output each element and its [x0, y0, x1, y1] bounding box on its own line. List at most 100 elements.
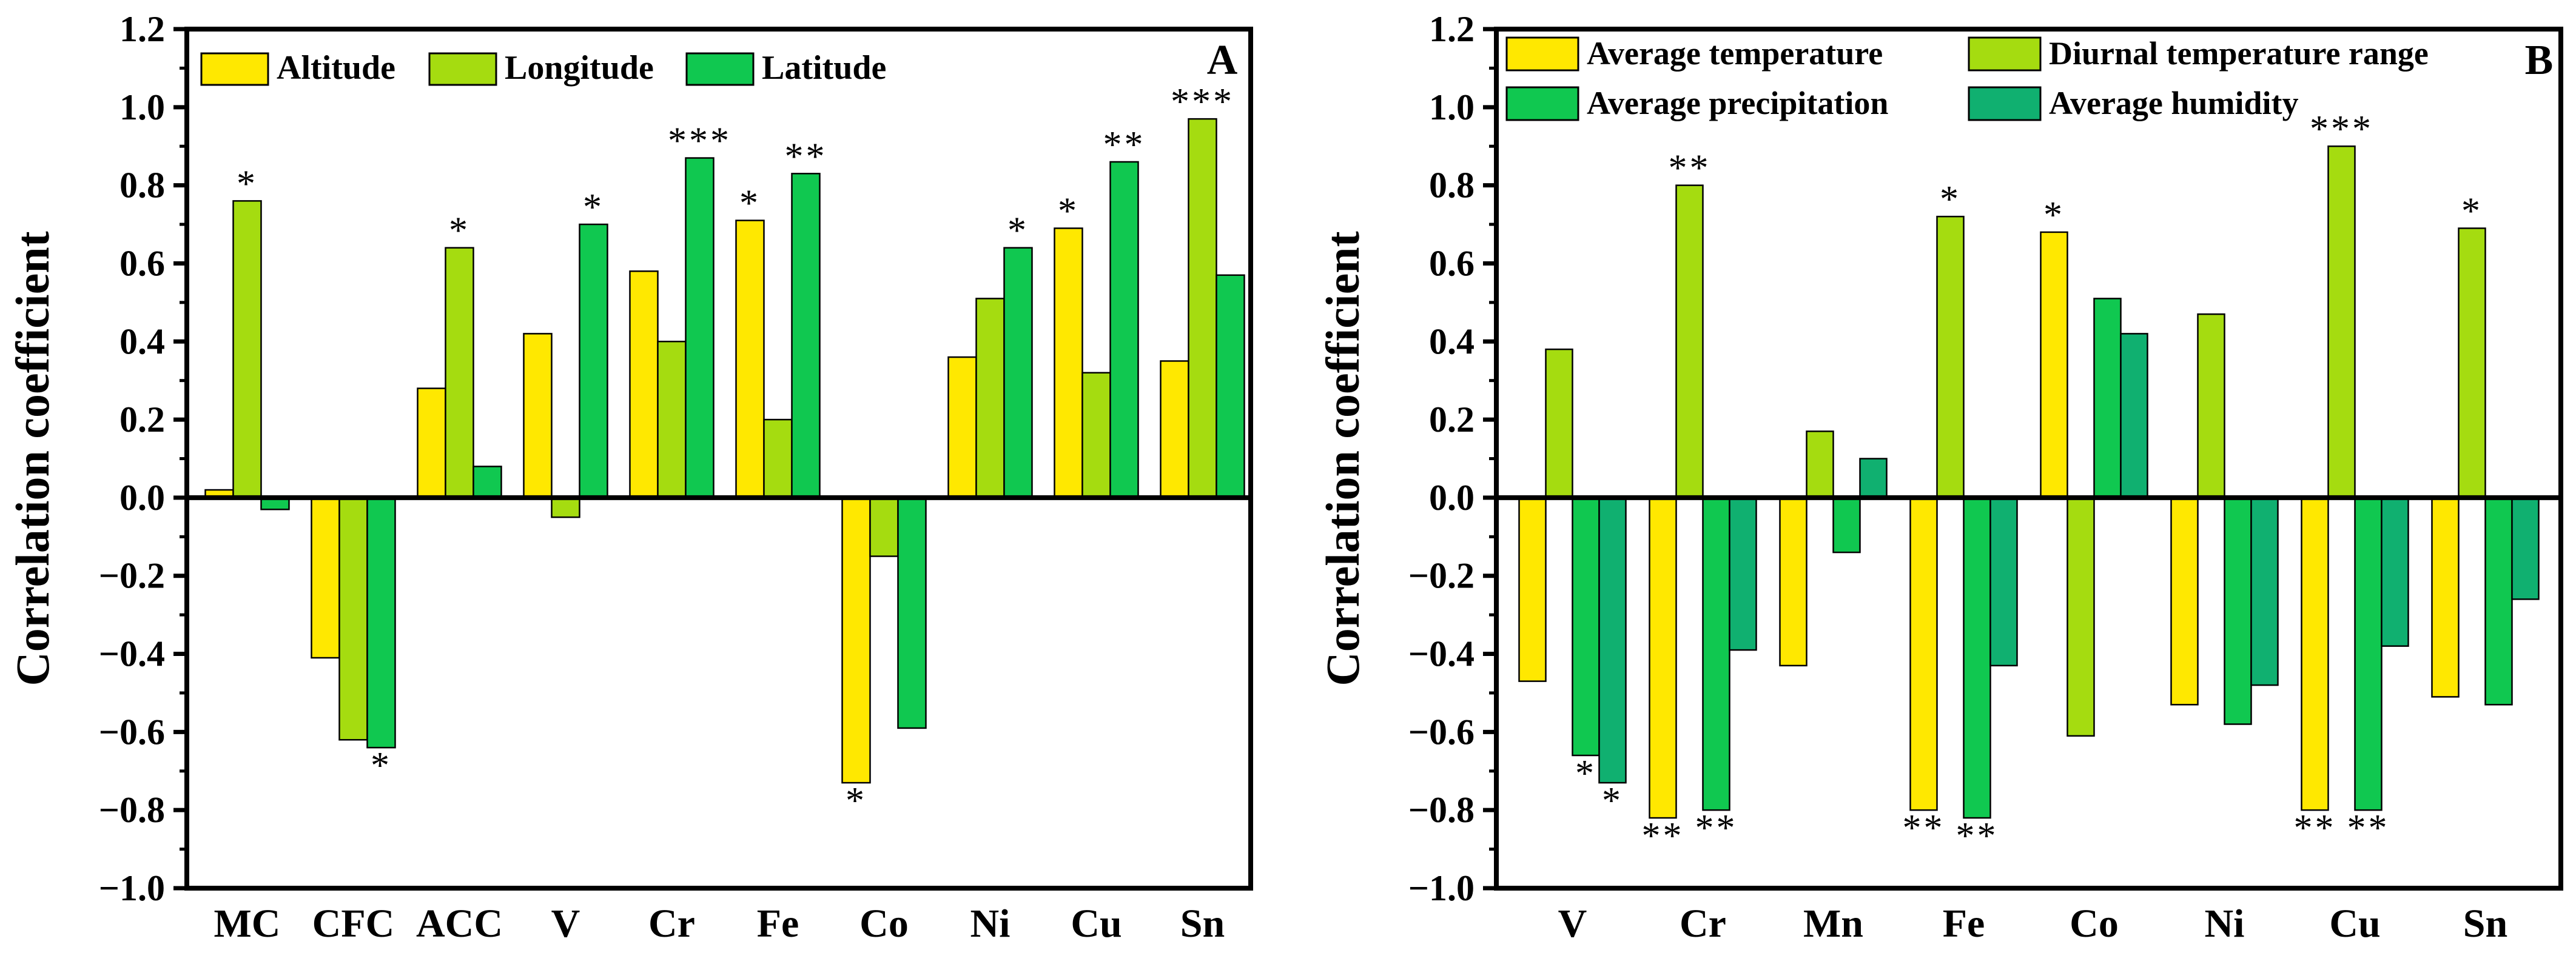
panel-b-chart: 1.2 1.0 0.8 0.6 0.4 0.2 0.0 −0.2 −0.4 −0.6 −0.8 −1.…	[1316, 9, 2563, 946]
bar	[897, 497, 927, 729]
significance-label: ***	[1171, 81, 1234, 122]
bar	[1188, 118, 1217, 499]
panel-letter: B	[2525, 37, 2554, 84]
y-tick-label: 0.2	[1429, 400, 1475, 440]
bar	[1598, 497, 1627, 784]
bar	[366, 497, 396, 749]
y-tick-label: 1.2	[1429, 9, 1475, 49]
x-tick-label: V	[551, 902, 580, 946]
bar	[1545, 348, 1573, 499]
bar	[763, 418, 793, 499]
bar	[1989, 497, 2018, 667]
bar	[472, 466, 502, 499]
bar	[2484, 497, 2513, 706]
x-tick-label: Ni	[2205, 902, 2245, 946]
bar	[1216, 274, 1245, 499]
y-tick-label: −0.2	[1408, 556, 1475, 596]
bar	[2458, 227, 2486, 499]
bar	[2120, 333, 2148, 499]
y-tick-label: 1.0	[1429, 87, 1475, 127]
significance-label: **	[1103, 124, 1146, 166]
y-tick-label: −1.0	[1408, 868, 1475, 908]
significance-label: *	[583, 187, 604, 228]
significance-label: *	[846, 780, 867, 821]
significance-label: *	[1058, 190, 1079, 232]
bar	[685, 157, 715, 499]
y-tick-label: −0.6	[99, 712, 165, 752]
x-tick-label: Cr	[648, 902, 695, 946]
y-tick-label: 0.4	[119, 321, 165, 361]
bar	[1702, 497, 1730, 811]
significance-label: ***	[668, 121, 731, 162]
bar	[841, 497, 871, 784]
y-tick-label: −0.6	[1408, 712, 1475, 752]
legend-label: Average precipitation	[1587, 85, 1888, 121]
bar	[1518, 497, 1547, 682]
bar	[579, 223, 608, 499]
x-tick-label: Sn	[2463, 902, 2507, 946]
significance-label: **	[1903, 808, 1945, 849]
significance-label: *	[2043, 195, 2065, 236]
legend-swatch	[685, 52, 755, 86]
bar	[791, 173, 821, 499]
significance-label: **	[1695, 808, 1738, 849]
bar	[1729, 497, 1757, 651]
bar	[2301, 497, 2329, 811]
panel-letter: A	[1207, 37, 1238, 84]
legend-swatch	[428, 52, 497, 86]
x-tick-label: CFC	[312, 902, 395, 946]
bar	[2354, 497, 2383, 811]
bar	[2040, 231, 2068, 499]
bar	[232, 200, 262, 499]
significance-label: *	[2461, 190, 2483, 232]
bar	[1054, 227, 1083, 499]
significance-label: ***	[2310, 109, 2373, 150]
significance-label: *	[371, 745, 392, 786]
y-tick-label: 0.6	[1429, 243, 1475, 283]
x-tick-label: Mn	[1803, 902, 1863, 946]
bar	[1779, 497, 1808, 667]
legend-label: Average temperature	[1587, 35, 1883, 72]
significance-label: **	[1642, 815, 1684, 857]
legend-swatch	[200, 52, 269, 86]
bar	[1081, 372, 1111, 499]
legend-swatch	[1968, 36, 2042, 72]
x-tick-label: V	[1558, 902, 1587, 946]
y-tick-label: 0.8	[119, 166, 165, 206]
bar	[1909, 497, 1938, 811]
significance-label: *	[1007, 210, 1029, 252]
bar	[657, 341, 687, 499]
significance-label: *	[1602, 780, 1623, 821]
bar	[523, 333, 553, 499]
y-tick-label: 0.8	[1429, 166, 1475, 206]
bar	[947, 356, 977, 499]
significance-label: **	[785, 136, 827, 177]
y-tick-label: 0.4	[1429, 321, 1475, 361]
bar	[1160, 360, 1189, 499]
y-tick-label: 0.2	[119, 400, 165, 440]
bar	[1109, 161, 1139, 499]
bar	[338, 497, 368, 741]
bar	[629, 270, 659, 499]
bar	[1806, 430, 1834, 499]
y-tick-label: 0.0	[119, 478, 165, 518]
y-axis-title: Correlation coefficient	[1316, 231, 1369, 686]
y-tick-label: −0.4	[99, 634, 165, 674]
bar	[311, 497, 340, 659]
legend-swatch	[1505, 86, 1579, 121]
bar	[1936, 215, 1965, 499]
bar	[1832, 497, 1861, 554]
x-tick-label: Sn	[1180, 902, 1225, 946]
legend-label: Latitude	[762, 49, 886, 87]
bar	[1003, 247, 1033, 499]
bar	[2170, 497, 2199, 706]
y-tick-label: −0.8	[99, 790, 165, 830]
x-tick-label: Ni	[970, 902, 1011, 946]
x-tick-label: MC	[214, 902, 281, 946]
x-tick-label: Cu	[1071, 902, 1122, 946]
bar	[2431, 497, 2460, 698]
bar	[2511, 497, 2540, 600]
significance-label: *	[237, 163, 258, 204]
legend-label: Altitude	[277, 49, 395, 87]
x-tick-label: Cr	[1680, 902, 1726, 946]
